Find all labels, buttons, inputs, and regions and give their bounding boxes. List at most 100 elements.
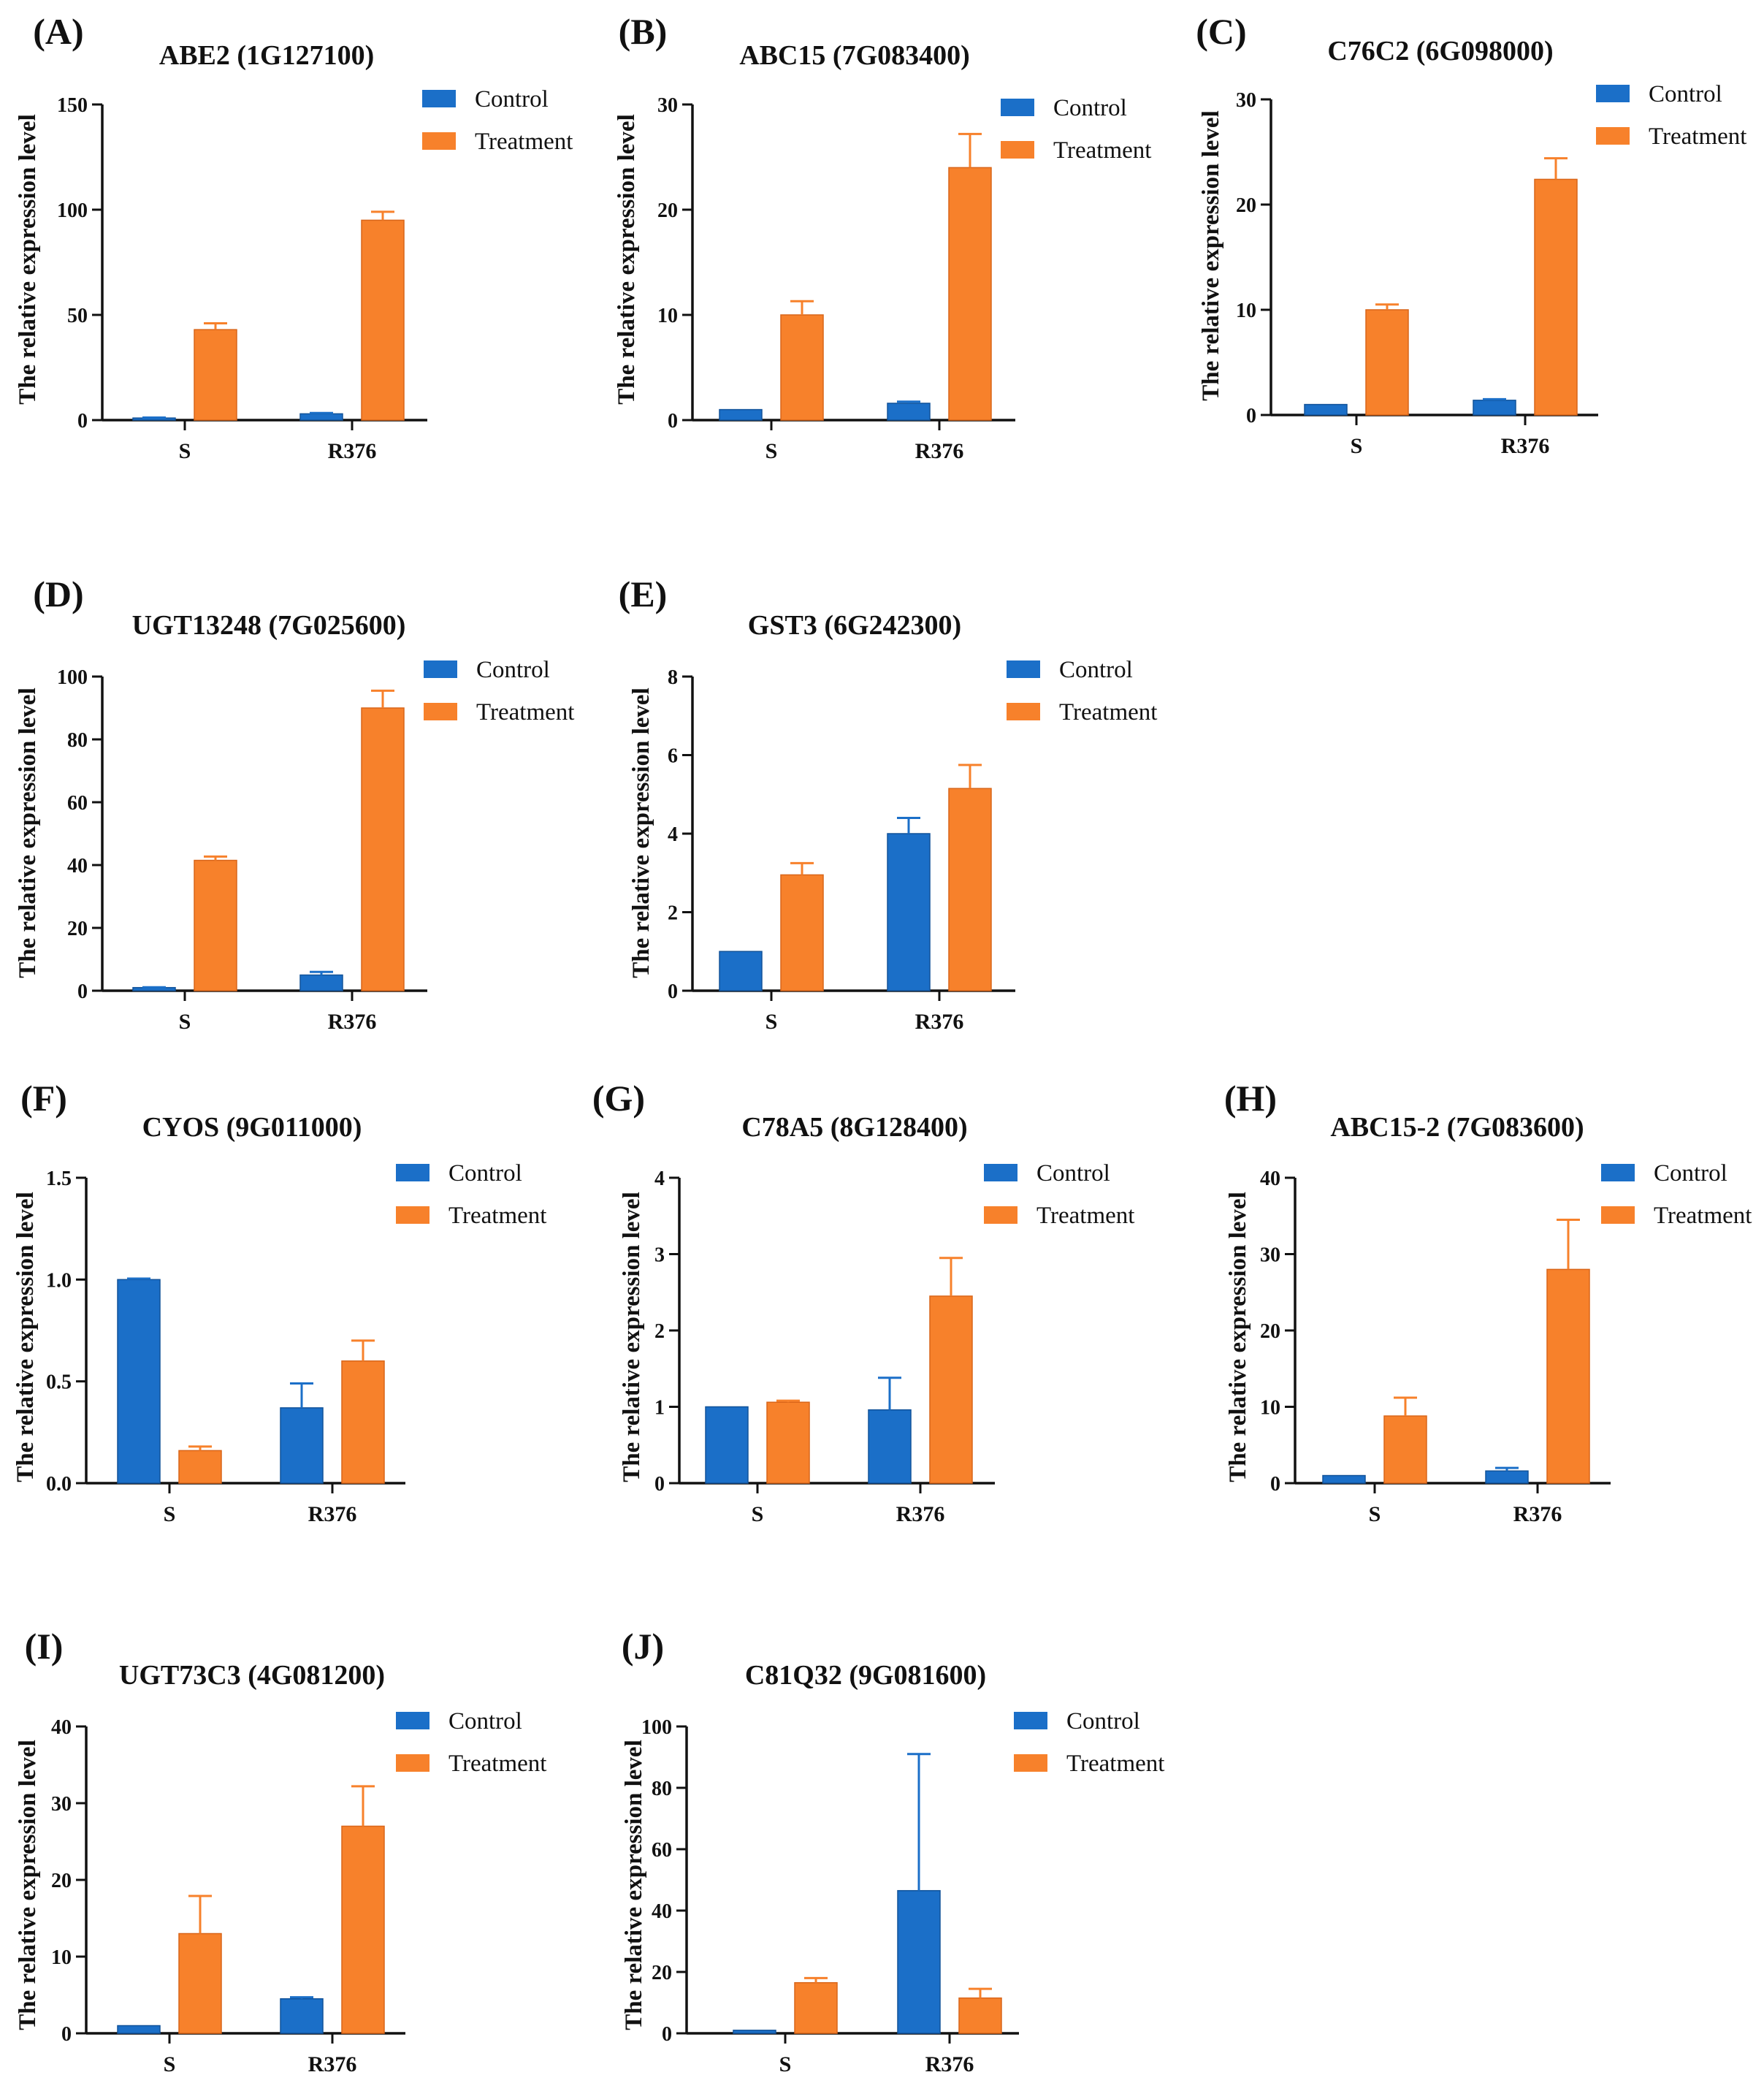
panel-letter: (E) xyxy=(619,574,668,614)
bar-control-r376 xyxy=(887,403,931,421)
legend-swatch-control xyxy=(422,90,456,107)
y-tick-label: 30 xyxy=(1236,89,1256,112)
panel-letter: (I) xyxy=(25,1626,64,1667)
legend-label-control: Control xyxy=(1053,95,1127,121)
bar-treatment-r376 xyxy=(958,1997,1002,2034)
y-axis-label: The relative expression level xyxy=(15,1740,41,2030)
x-tick-label: S xyxy=(779,2052,792,2076)
x-tick-label: R376 xyxy=(1513,1502,1562,1526)
y-tick-label: 50 xyxy=(67,305,88,327)
y-axis-label: The relative expression level xyxy=(15,114,41,404)
legend-swatch-treatment xyxy=(1007,703,1040,720)
chart-panel-d: (D) UGT13248 (7G025600) The relative expre… xyxy=(15,574,574,1034)
x-tick-label: S xyxy=(164,2052,176,2076)
y-tick-label: 100 xyxy=(641,1716,672,1739)
legend-swatch-treatment xyxy=(422,132,456,150)
y-tick-label: 0 xyxy=(668,980,678,1003)
legend-swatch-control xyxy=(396,1712,429,1729)
y-axis-label: The relative expression level xyxy=(12,1192,39,1482)
legend-label-treatment: Treatment xyxy=(476,699,574,726)
y-tick-label: 8 xyxy=(668,666,678,689)
y-tick-label: 10 xyxy=(657,305,678,327)
x-tick-label: S xyxy=(179,439,191,463)
y-tick-label: 40 xyxy=(51,1716,72,1739)
legend-swatch-control xyxy=(1601,1164,1635,1181)
x-tick-label: R376 xyxy=(925,2052,974,2076)
legend-label-control: Control xyxy=(1066,1708,1140,1734)
bar-treatment-s xyxy=(794,1981,838,2034)
y-tick-label: 0 xyxy=(1270,1473,1280,1496)
bar-control-r376 xyxy=(1473,400,1516,416)
y-tick-label: 4 xyxy=(654,1168,665,1190)
bar-control-s xyxy=(1304,403,1348,416)
y-tick-label: 10 xyxy=(51,1946,72,1969)
y-axis-label: The relative expression level xyxy=(1198,110,1224,400)
bar-treatment-r376 xyxy=(361,219,405,421)
legend-label-control: Control xyxy=(1654,1160,1727,1187)
legend-swatch-control xyxy=(396,1164,429,1181)
bar-control-s xyxy=(705,1406,749,1484)
bar-control-s xyxy=(719,408,763,421)
y-tick-label: 20 xyxy=(1260,1320,1280,1343)
chart-title: C81Q32 (9G081600) xyxy=(745,1660,986,1691)
panel-letter: (A) xyxy=(33,11,83,52)
x-tick-label: R376 xyxy=(328,1010,377,1034)
y-tick-label: 2 xyxy=(654,1320,665,1343)
panel-letter: (D) xyxy=(33,574,83,614)
y-tick-label: 20 xyxy=(51,1870,72,1892)
bar-control-r376 xyxy=(299,974,343,991)
chart-title: ABE2 (1G127100) xyxy=(159,40,375,71)
panel-letter: (F) xyxy=(20,1078,67,1119)
x-tick-label: S xyxy=(1369,1502,1381,1526)
bar-treatment-r376 xyxy=(1534,178,1578,416)
legend-swatch-treatment xyxy=(396,1754,429,1772)
legend-label-control: Control xyxy=(475,86,549,113)
legend-swatch-control xyxy=(1001,99,1034,116)
chart-title: ABC15-2 (7G083600) xyxy=(1330,1112,1584,1143)
bar-control-r376 xyxy=(280,1407,324,1484)
y-tick-label: 20 xyxy=(67,918,88,940)
y-tick-label: 20 xyxy=(1236,194,1256,217)
chart-title: GST3 (6G242300) xyxy=(748,610,961,641)
chart-panel-h: (H) ABC15-2 (7G083600) The relative expres… xyxy=(1224,1078,1752,1526)
chart-panel-b: (B) ABC15 (7G083400) The relative expressi… xyxy=(614,11,1151,463)
bar-treatment-s xyxy=(178,1932,222,2034)
bar-control-r376 xyxy=(868,1409,912,1484)
bar-treatment-r376 xyxy=(341,1825,385,2034)
bar-treatment-r376 xyxy=(929,1295,973,1484)
legend-label-treatment: Treatment xyxy=(1036,1203,1134,1229)
legend-label-treatment: Treatment xyxy=(1053,137,1151,164)
legend-label-control: Control xyxy=(448,1160,522,1187)
y-axis-label: The relative expression level xyxy=(1225,1192,1251,1482)
y-tick-label: 0.0 xyxy=(46,1473,72,1496)
y-tick-label: 20 xyxy=(652,1962,672,1984)
legend-swatch-treatment xyxy=(1601,1206,1635,1224)
chart-panel-i: (I) UGT73C3 (4G081200) The relative expres… xyxy=(15,1626,546,2076)
legend-swatch-control xyxy=(1596,85,1630,102)
bar-treatment-r376 xyxy=(948,167,992,421)
panel-letter: (C) xyxy=(1196,11,1246,52)
x-tick-label: S xyxy=(752,1502,764,1526)
y-tick-label: 150 xyxy=(57,94,88,117)
x-tick-label: R376 xyxy=(328,439,377,463)
bar-control-r376 xyxy=(280,1998,324,2034)
legend-label-treatment: Treatment xyxy=(1654,1203,1752,1229)
y-tick-label: 10 xyxy=(1236,300,1256,322)
legend-label-control: Control xyxy=(476,657,550,683)
legend-swatch-treatment xyxy=(1001,141,1034,159)
x-tick-label: S xyxy=(164,1502,176,1526)
bar-control-s xyxy=(117,2025,161,2034)
y-axis-label: The relative expression level xyxy=(628,688,654,978)
chart-panel-f: (F) CYOS (9G011000) The relative expressio… xyxy=(12,1078,546,1526)
bar-treatment-r376 xyxy=(1546,1268,1590,1484)
y-tick-label: 1.0 xyxy=(46,1269,72,1292)
y-tick-label: 80 xyxy=(652,1778,672,1800)
bar-control-r376 xyxy=(887,833,931,991)
legend-label-treatment: Treatment xyxy=(1066,1751,1164,1777)
y-tick-label: 0 xyxy=(654,1473,665,1496)
y-tick-label: 30 xyxy=(657,94,678,117)
y-tick-label: 20 xyxy=(657,199,678,222)
x-tick-label: S xyxy=(765,1010,778,1034)
y-tick-label: 60 xyxy=(67,792,88,815)
